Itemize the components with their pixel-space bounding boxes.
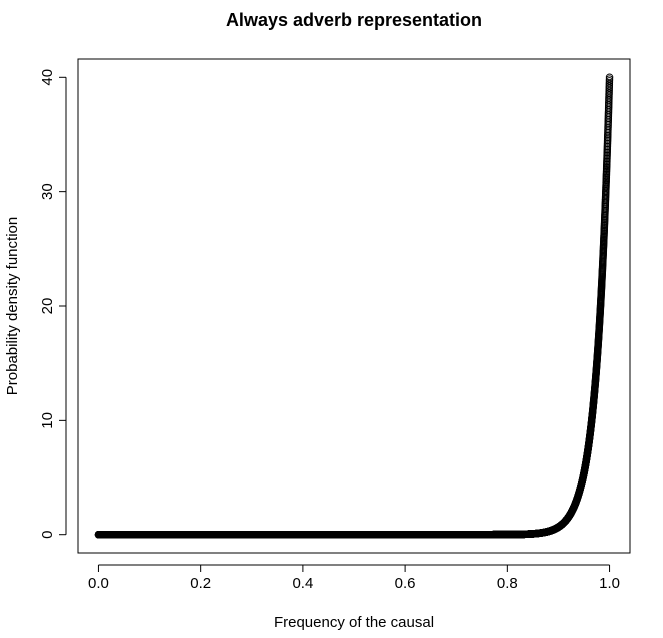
data-points xyxy=(94,73,614,539)
y-tick-label: 30 xyxy=(39,183,56,200)
y-tick-label: 10 xyxy=(39,412,56,429)
x-tick-label: 1.0 xyxy=(599,575,620,592)
y-axis: 0 10 20 30 40 xyxy=(39,69,67,539)
x-axis: 0.0 0.2 0.4 0.6 0.8 1.0 xyxy=(88,564,620,592)
y-tick-label: 40 xyxy=(39,69,56,86)
chart-title: Always adverb representation xyxy=(226,10,482,30)
y-tick-label: 20 xyxy=(39,298,56,315)
x-tick-label: 0.0 xyxy=(88,575,109,592)
x-tick-label: 0.8 xyxy=(497,575,518,592)
x-tick-label: 0.2 xyxy=(190,575,211,592)
x-tick-label: 0.6 xyxy=(395,575,416,592)
x-tick-label: 0.4 xyxy=(292,575,313,592)
plot-frame xyxy=(77,58,631,554)
y-tick-label: 0 xyxy=(39,531,56,539)
